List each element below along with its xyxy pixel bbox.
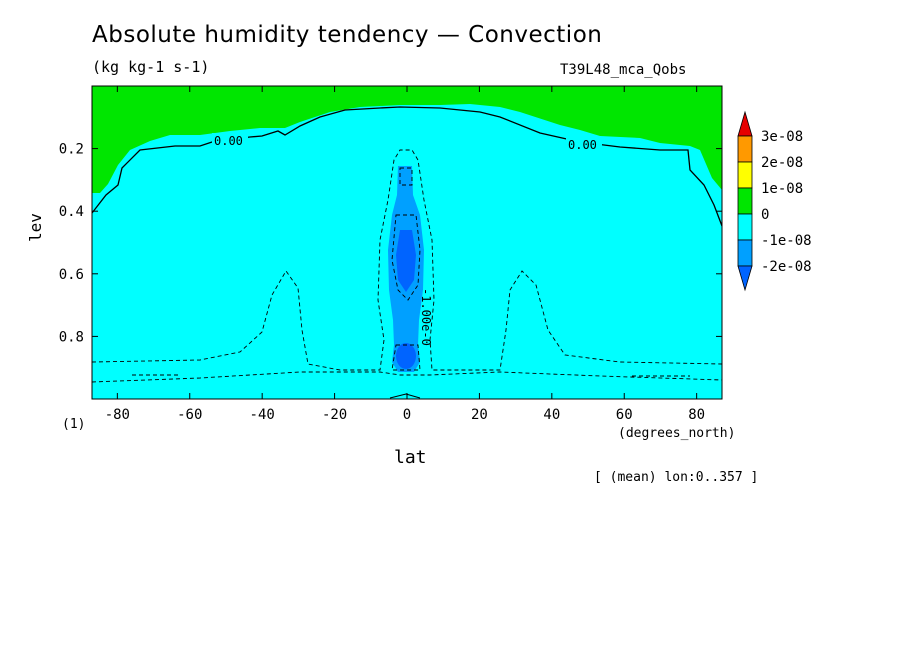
x-axis-label: lat: [394, 447, 427, 468]
fill-negative-large-upper: [396, 230, 416, 292]
contour-label-bg: [566, 137, 602, 151]
plot-area: 0.00 0.00 -1.00e-0: [92, 86, 722, 399]
colorbar-level-label: -2e-08: [761, 259, 812, 275]
contour-label-bg: [212, 133, 248, 147]
colorbar-swatch: [737, 187, 753, 215]
colorbar-level-label: 2e-08: [761, 155, 803, 171]
x-axis: -80 -60 -40 -20 0 20 40 60 80: [105, 86, 705, 423]
units-label: (kg kg-1 s-1): [92, 58, 210, 76]
colorbar-level-label: 1e-08: [761, 181, 803, 197]
colorbar-swatch: [737, 239, 753, 267]
fill-negative-large-lower: [396, 343, 416, 369]
y-axis: 0.2 0.4 0.6 0.8: [59, 142, 722, 345]
zero-contour: [92, 106, 722, 227]
x-tick-label: 80: [688, 407, 705, 423]
colorbar-swatch: [737, 161, 753, 189]
colorbar-triangle: [737, 110, 753, 137]
surface-line: [389, 393, 421, 399]
x-tick-label: 20: [471, 407, 488, 423]
contour-label: 0.00: [568, 138, 597, 152]
colorbar-swatch: [737, 213, 753, 241]
contour-label: 0.00: [214, 134, 243, 148]
colorbar-swatch: [737, 135, 753, 163]
x-tick-label: 40: [543, 407, 560, 423]
contour-label: -1.00e-0: [419, 288, 433, 346]
x-tick-label: -80: [105, 407, 130, 423]
mean-label: [ (mean) lon:0..357 ]: [594, 470, 759, 485]
chart-title: Absolute humidity tendency — Convection: [92, 22, 603, 48]
corner-label: (1): [62, 417, 86, 432]
run-label: T39L48_mca_Qobs: [560, 62, 687, 78]
colorbar: 3e-08 2e-08 1e-08 0 -1e-08 -2e-08: [737, 110, 812, 292]
y-tick-label: 0.2: [59, 142, 84, 158]
colorbar-level-label: 3e-08: [761, 129, 803, 145]
x-tick-label: -60: [177, 407, 202, 423]
y-tick-label: 0.8: [59, 329, 84, 345]
fill-positive-top: [92, 86, 722, 193]
colorbar-level-label: 0: [761, 207, 769, 223]
x-unit-label: (degrees_north): [618, 426, 736, 441]
colorbar-triangle: [737, 265, 753, 292]
x-tick-label: 60: [616, 407, 633, 423]
negative-contours: [92, 149, 722, 383]
x-tick-label: -20: [322, 407, 347, 423]
x-tick-label: 0: [403, 407, 411, 423]
y-tick-label: 0.4: [59, 204, 84, 220]
y-tick-label: 0.6: [59, 267, 84, 283]
colorbar-level-label: -1e-08: [761, 233, 812, 249]
x-tick-label: -40: [250, 407, 275, 423]
